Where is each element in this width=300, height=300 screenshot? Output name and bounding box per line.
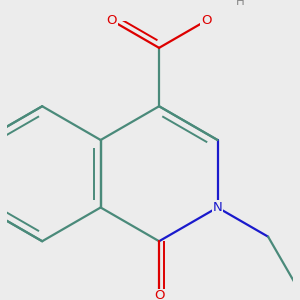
Text: O: O bbox=[154, 289, 164, 300]
Text: O: O bbox=[106, 14, 117, 27]
Text: O: O bbox=[201, 14, 211, 27]
Text: H: H bbox=[236, 0, 244, 8]
Text: N: N bbox=[213, 201, 222, 214]
